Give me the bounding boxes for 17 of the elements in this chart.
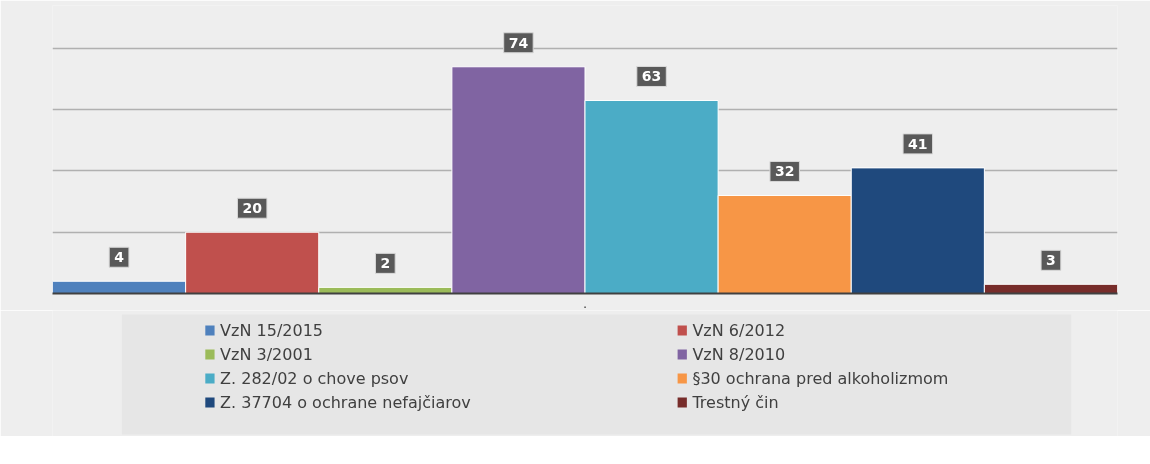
legend-label: §30 ochrana pred alkoholizmom [692, 369, 949, 388]
data-label: 4 [114, 249, 125, 266]
data-label: 20 [242, 200, 263, 217]
data-label: 74 [508, 34, 529, 51]
data-label: 3 [1046, 252, 1056, 269]
data-label: 2 [380, 255, 391, 272]
data-label: 41 [908, 135, 928, 152]
x-axis-title: . [582, 295, 588, 311]
data-label: 32 [774, 163, 795, 180]
legend-label: VzN 8/2010 [692, 345, 786, 364]
legend-label: VzN 15/2015 [220, 321, 323, 340]
legend-label: Z. 37704 o ochrane nefajčiarov [220, 393, 471, 412]
legend-label: VzN 6/2012 [692, 321, 786, 340]
legend-label: Z. 282/02 o chove psov [220, 369, 409, 388]
data-label: 63 [641, 68, 662, 85]
legend-label: Trestný čin [691, 393, 779, 412]
legend-label: VzN 3/2001 [220, 345, 313, 364]
